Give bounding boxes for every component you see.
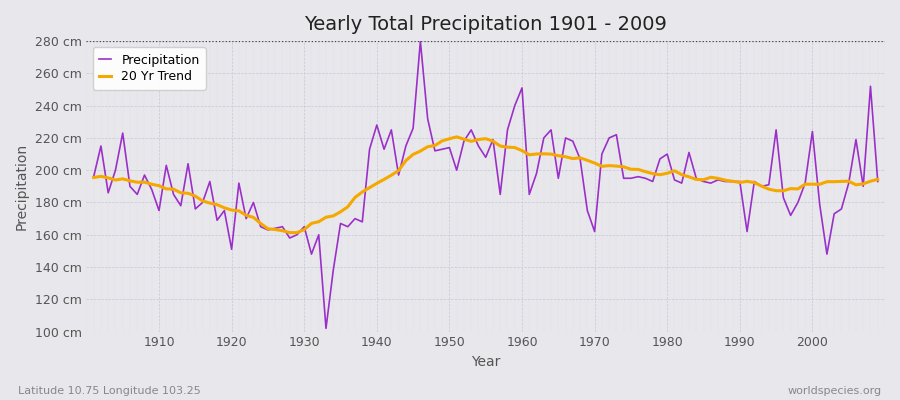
Precipitation — [872, 179, 883, 184]
20 Yr Trend — [357, 190, 368, 194]
Precipitation — [618, 176, 629, 181]
Precipitation — [415, 39, 426, 44]
20 Yr Trend — [147, 182, 158, 187]
Line: 20 Yr Trend: 20 Yr Trend — [94, 137, 878, 233]
Title: Yearly Total Precipitation 1901 - 2009: Yearly Total Precipitation 1901 - 2009 — [304, 15, 667, 34]
Precipitation — [524, 192, 535, 197]
20 Yr Trend — [872, 177, 883, 182]
Precipitation — [357, 220, 368, 224]
Text: worldspecies.org: worldspecies.org — [788, 386, 882, 396]
X-axis label: Year: Year — [471, 355, 500, 369]
Line: Precipitation: Precipitation — [94, 41, 878, 328]
20 Yr Trend — [531, 152, 542, 156]
Y-axis label: Precipitation: Precipitation — [15, 143, 29, 230]
Precipitation — [320, 326, 331, 331]
20 Yr Trend — [88, 175, 99, 180]
Precipitation — [88, 174, 99, 179]
20 Yr Trend — [524, 152, 535, 157]
20 Yr Trend — [313, 219, 324, 224]
Legend: Precipitation, 20 Yr Trend: Precipitation, 20 Yr Trend — [93, 47, 206, 90]
20 Yr Trend — [618, 164, 629, 169]
Precipitation — [531, 171, 542, 176]
Precipitation — [306, 252, 317, 256]
Precipitation — [147, 187, 158, 192]
20 Yr Trend — [292, 230, 302, 235]
Text: Latitude 10.75 Longitude 103.25: Latitude 10.75 Longitude 103.25 — [18, 386, 201, 396]
20 Yr Trend — [451, 134, 462, 139]
